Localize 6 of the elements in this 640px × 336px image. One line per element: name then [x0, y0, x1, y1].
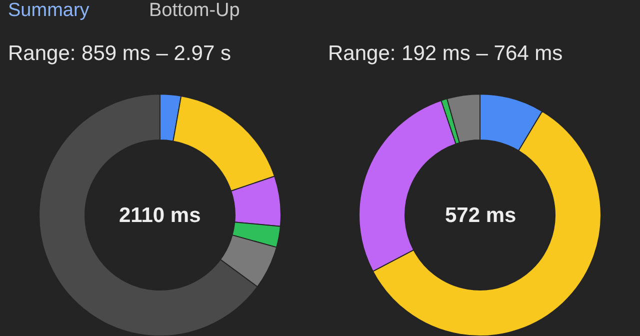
- text: 572 ms: [445, 204, 516, 227]
- chart-title: Range: 859 ms – 2.97 s: [8, 42, 231, 65]
- text: Bottom-Up: [149, 0, 240, 21]
- text: Summary: [8, 0, 90, 21]
- text: 2110 ms: [119, 204, 201, 227]
- chart-title: Range: 192 ms – 764 ms: [328, 42, 563, 65]
